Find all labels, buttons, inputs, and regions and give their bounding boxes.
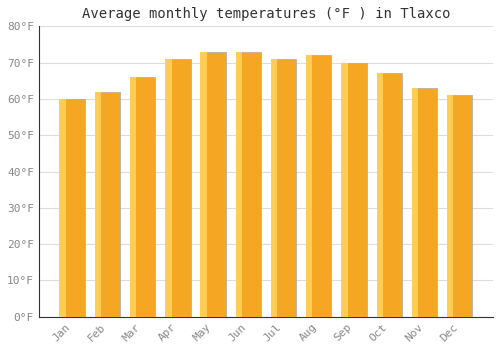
Bar <box>236 52 242 317</box>
Bar <box>447 95 472 317</box>
Bar <box>165 59 190 317</box>
Bar <box>165 59 172 317</box>
Bar <box>412 88 418 317</box>
Bar <box>306 55 332 317</box>
Bar <box>236 52 261 317</box>
Bar <box>376 74 383 317</box>
Bar <box>94 92 101 317</box>
Bar <box>376 74 402 317</box>
Bar <box>447 95 454 317</box>
Bar <box>130 77 136 317</box>
Bar <box>271 59 296 317</box>
Bar <box>412 88 437 317</box>
Bar <box>60 99 85 317</box>
Bar <box>200 52 206 317</box>
Bar <box>306 55 312 317</box>
Title: Average monthly temperatures (°F ) in Tlaxco: Average monthly temperatures (°F ) in Tl… <box>82 7 450 21</box>
Bar <box>94 92 120 317</box>
Bar <box>342 63 366 317</box>
Bar <box>200 52 226 317</box>
Bar <box>60 99 66 317</box>
Bar <box>130 77 156 317</box>
Bar <box>342 63 347 317</box>
Bar <box>271 59 277 317</box>
